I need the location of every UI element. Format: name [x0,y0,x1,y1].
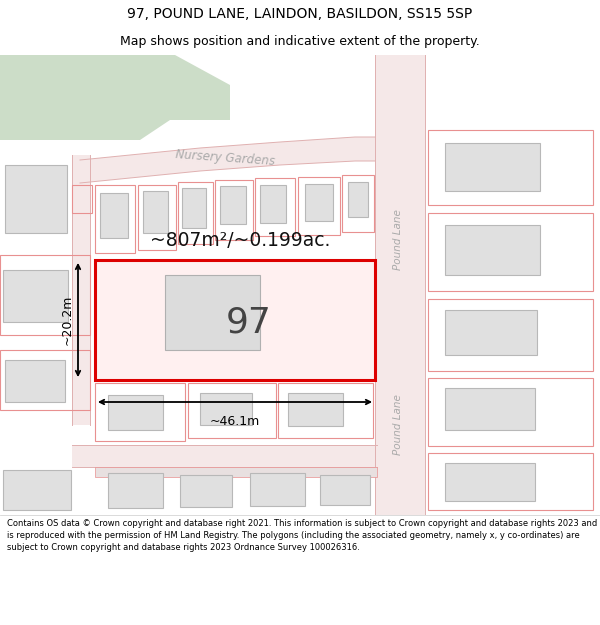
Text: 97: 97 [226,306,272,339]
Bar [342,175,374,232]
Bar [445,143,540,191]
Text: Contains OS data © Crown copyright and database right 2021. This information is : Contains OS data © Crown copyright and d… [7,519,598,552]
Polygon shape [0,55,230,140]
Bar [428,378,593,446]
Bar [305,184,333,221]
Bar [180,475,232,507]
Bar [95,185,135,253]
Bar [215,180,253,240]
Bar [0,255,90,335]
Text: Nursery Gardens: Nursery Gardens [175,148,275,168]
Bar [95,383,185,441]
Bar [3,270,68,322]
Bar [428,299,593,371]
Bar [72,155,90,425]
Bar [445,463,535,501]
Text: Map shows position and indicative extent of the property.: Map shows position and indicative extent… [120,35,480,48]
Bar [72,445,377,467]
Bar [178,182,213,244]
Bar [138,185,176,250]
Bar [3,470,71,510]
Bar [108,395,163,430]
Bar [445,388,535,430]
Bar [298,177,340,235]
Bar [250,473,305,506]
Text: ~46.1m: ~46.1m [210,415,260,428]
Polygon shape [375,445,377,467]
Text: ~20.2m: ~20.2m [61,295,74,345]
Text: 97, POUND LANE, LAINDON, BASILDON, SS15 5SP: 97, POUND LANE, LAINDON, BASILDON, SS15 … [127,7,473,21]
Bar [278,383,373,438]
Text: ~807m²/~0.199ac.: ~807m²/~0.199ac. [151,231,331,249]
Bar [428,453,593,510]
Text: Pound Lane: Pound Lane [393,394,403,456]
Bar [255,178,295,236]
Bar [100,193,128,238]
Bar [428,130,593,205]
Bar [165,275,260,350]
Bar [260,185,286,223]
Bar [108,473,163,508]
Bar [375,55,425,515]
Bar [182,188,206,228]
Bar [188,383,276,438]
Bar [445,225,540,275]
Bar [72,185,92,213]
Bar [220,186,246,224]
Bar [5,360,65,402]
Polygon shape [80,137,375,183]
Bar [288,393,343,426]
Bar [348,182,368,217]
Bar [320,475,370,505]
Bar [0,350,90,410]
Bar [143,191,168,233]
Bar [200,393,252,425]
Text: Pound Lane: Pound Lane [393,209,403,271]
Bar [428,213,593,291]
Bar [445,310,537,355]
Bar [95,467,377,477]
Bar [5,165,67,233]
Bar [95,260,375,380]
